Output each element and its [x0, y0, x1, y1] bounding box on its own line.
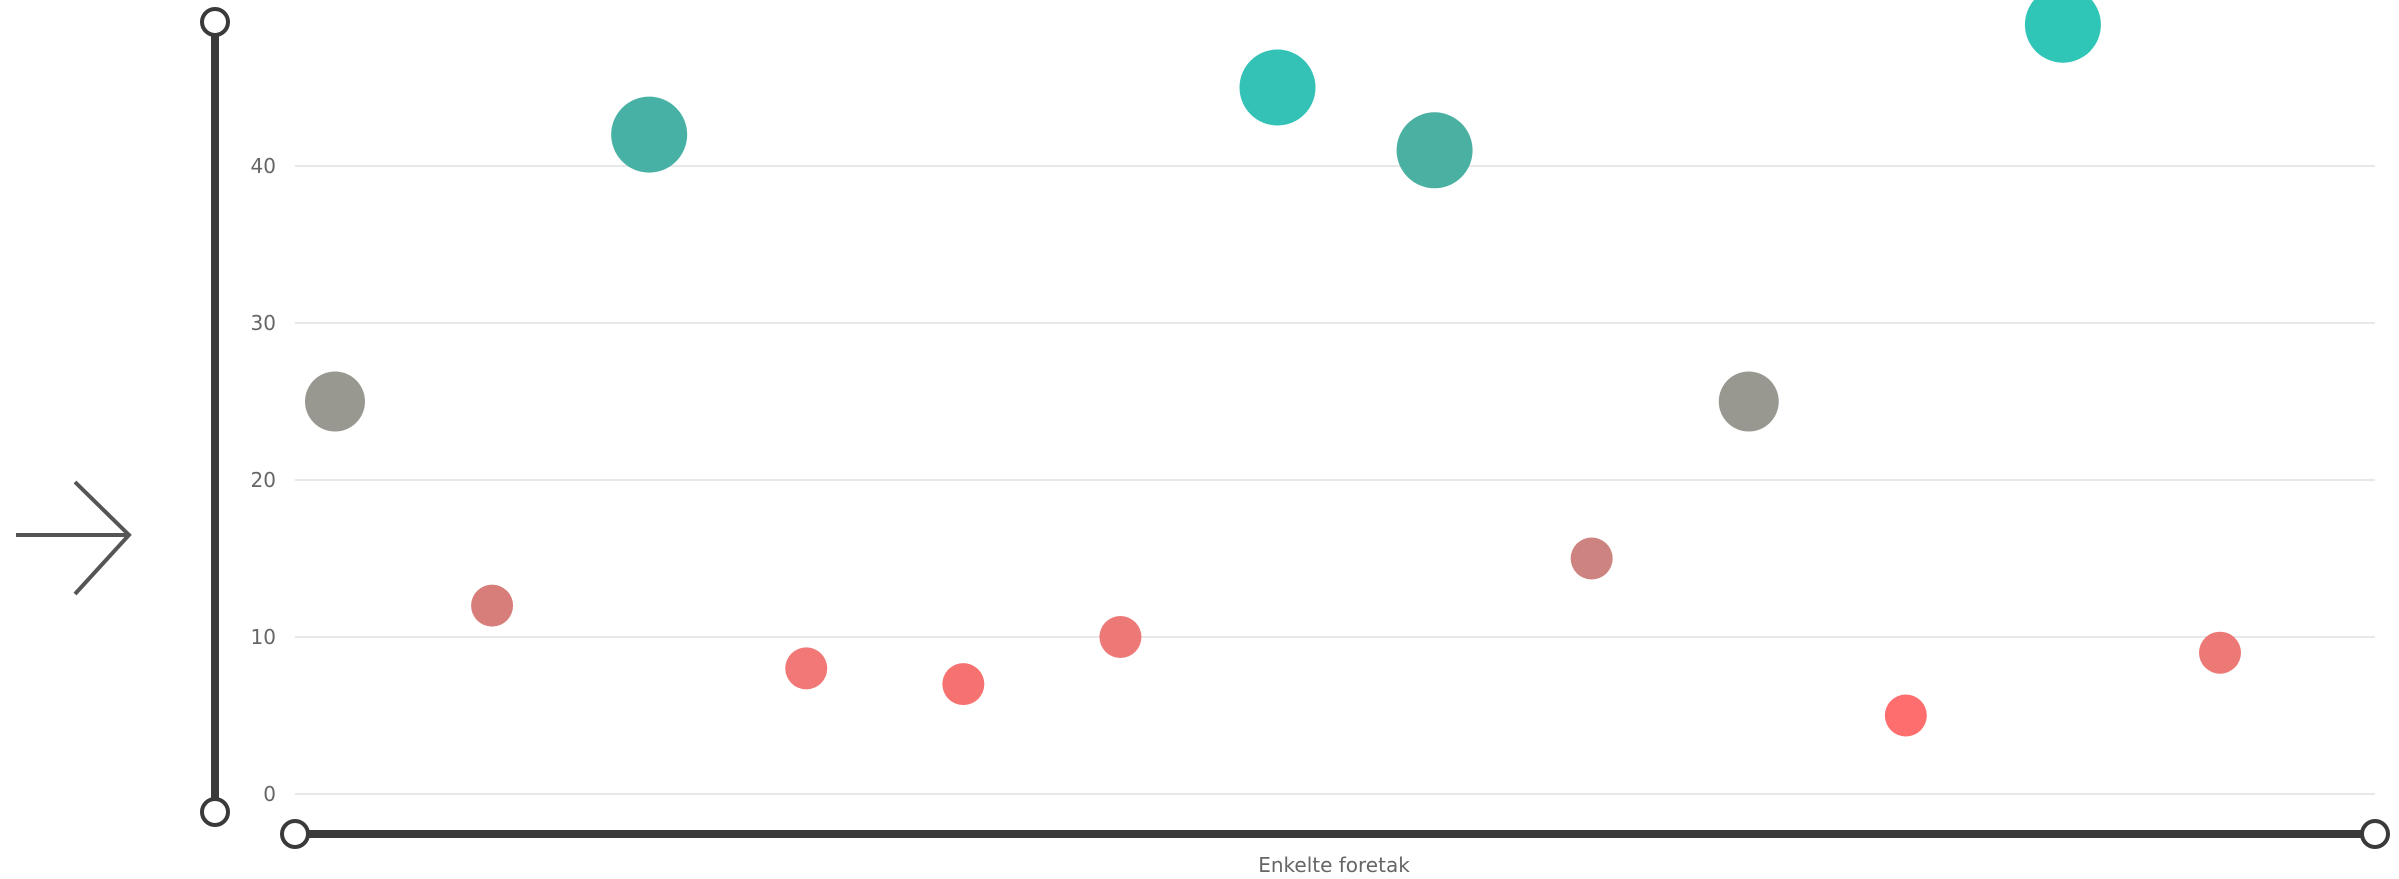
data-point[interactable]	[1396, 112, 1473, 189]
data-point[interactable]	[1570, 537, 1613, 580]
data-point[interactable]	[471, 584, 514, 627]
data-point[interactable]	[942, 663, 985, 706]
data-points	[305, 0, 2241, 737]
data-point[interactable]	[2024, 0, 2101, 63]
y-axis-range-bottom-handle[interactable]	[200, 797, 230, 827]
data-point[interactable]	[305, 371, 365, 432]
data-point[interactable]	[1099, 616, 1142, 658]
arrow-right-icon[interactable]	[16, 480, 132, 596]
x-axis-range-right-handle[interactable]	[2360, 819, 2390, 849]
y-axis-tick-labels: 0 10 20 30 40	[251, 154, 276, 806]
y-tick-label: 30	[251, 311, 276, 335]
data-point[interactable]	[785, 647, 828, 690]
data-point[interactable]	[1239, 49, 1316, 126]
y-tick-label: 10	[251, 625, 276, 649]
y-axis-range-top-handle[interactable]	[200, 7, 230, 37]
data-point[interactable]	[1884, 694, 1927, 737]
data-point[interactable]	[2199, 631, 2241, 674]
x-axis-range-left-handle[interactable]	[280, 819, 310, 849]
gridlines	[295, 165, 2375, 795]
data-point[interactable]	[611, 96, 688, 173]
x-axis-title: Enkelte foretak	[1258, 853, 1410, 877]
y-tick-label: 40	[251, 154, 276, 178]
y-tick-label: 20	[251, 468, 276, 492]
data-point[interactable]	[1718, 371, 1779, 432]
y-tick-label: 0	[263, 782, 276, 806]
